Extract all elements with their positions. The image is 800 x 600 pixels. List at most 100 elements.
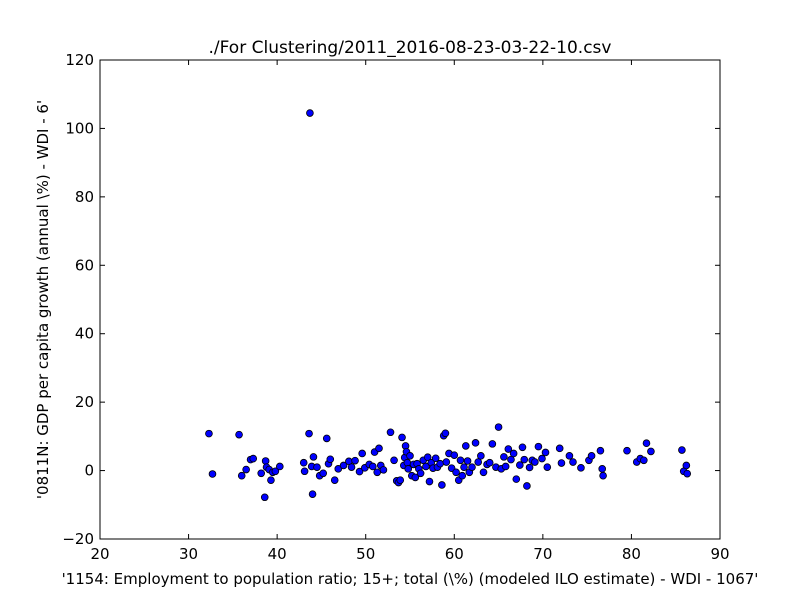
data-point (474, 458, 483, 466)
data-point (557, 459, 566, 467)
data-point (406, 452, 414, 460)
x-axis-ticks: 20 30 40 50 60 70 80 90 (90, 60, 730, 563)
data-point (379, 466, 388, 474)
data-point (308, 490, 317, 498)
data-point (319, 469, 328, 478)
data-point (485, 458, 494, 467)
data-point (596, 446, 605, 455)
data-point (431, 454, 440, 463)
data-point (507, 455, 515, 464)
data-point (488, 440, 497, 448)
data-point (305, 429, 313, 438)
data-point (678, 446, 686, 454)
data-point (534, 442, 543, 451)
data-point (441, 429, 450, 438)
data-point (640, 456, 648, 465)
data-point (683, 469, 692, 478)
data-point (299, 458, 308, 467)
data-point (326, 455, 335, 464)
data-point (300, 467, 309, 476)
x-tick-label: 40 (268, 545, 287, 563)
x-tick-label: 30 (179, 545, 198, 563)
chart-title: ./For Clustering/2011_2016-08-23-03-22-1… (209, 38, 612, 58)
data-point (422, 462, 430, 471)
data-point (642, 439, 651, 448)
data-point (438, 481, 446, 489)
data-point (460, 463, 468, 471)
x-tick-label: 80 (622, 545, 641, 563)
data-point (423, 453, 432, 462)
data-point (538, 454, 546, 463)
data-point (509, 449, 518, 458)
data-point (257, 469, 266, 478)
x-tick-label: 50 (356, 545, 375, 563)
data-point (390, 456, 398, 465)
data-point (322, 434, 331, 443)
data-point (386, 428, 395, 437)
data-point (458, 471, 467, 480)
data-point (355, 467, 364, 476)
data-point (330, 476, 339, 484)
data-point (249, 454, 258, 463)
x-tick-label: 20 (90, 545, 109, 563)
y-tick-label: 120 (65, 51, 94, 69)
y-tick-label: 60 (75, 256, 94, 274)
data-point (516, 461, 524, 469)
data-point (368, 462, 377, 471)
data-point (267, 476, 275, 484)
data-point (452, 468, 460, 477)
data-point (512, 475, 521, 483)
data-point (436, 459, 444, 468)
data-point (463, 457, 472, 465)
data-point (425, 477, 434, 486)
data-point (520, 455, 529, 464)
data-point (599, 471, 607, 480)
y-axis-label: '0811N: GDP per capita growth (annual \%… (34, 100, 52, 499)
y-tick-label: 40 (75, 325, 94, 343)
data-point (208, 470, 217, 478)
data-point (398, 433, 406, 442)
data-point (375, 444, 383, 453)
data-point (531, 458, 539, 466)
data-point (500, 453, 508, 461)
data-point (351, 456, 359, 465)
data-point (682, 461, 691, 470)
data-point (404, 465, 413, 473)
data-point (275, 462, 284, 471)
data-point (577, 464, 585, 472)
data-point (479, 468, 488, 477)
data-point (518, 443, 527, 452)
x-tick-label: 90 (710, 545, 729, 563)
data-point (541, 448, 550, 457)
data-point (504, 445, 513, 453)
data-point (271, 467, 280, 476)
y-axis-ticks: −20 0 20 40 60 80 100 120 (62, 51, 720, 548)
x-tick-label: 60 (445, 545, 464, 563)
data-point (235, 430, 243, 439)
data-point (461, 442, 470, 450)
data-point (403, 458, 412, 467)
data-point (358, 449, 366, 458)
y-tick-label: 20 (75, 393, 94, 411)
data-point (569, 458, 577, 466)
data-point (373, 468, 382, 477)
data-point (555, 444, 564, 453)
data-point (347, 463, 356, 471)
y-tick-label: 100 (65, 119, 94, 137)
data-point (471, 439, 480, 447)
data-point (261, 457, 270, 465)
y-tick-label: 80 (75, 188, 94, 206)
data-point (477, 452, 485, 460)
data-point (525, 463, 534, 472)
data-point (468, 463, 476, 471)
data-point (306, 109, 314, 117)
data-points (205, 109, 692, 502)
data-point (339, 461, 348, 470)
data-point (543, 463, 552, 471)
data-point (494, 423, 503, 431)
data-point (587, 452, 596, 460)
data-point (237, 471, 246, 480)
data-point (242, 465, 250, 474)
data-point (313, 463, 321, 471)
